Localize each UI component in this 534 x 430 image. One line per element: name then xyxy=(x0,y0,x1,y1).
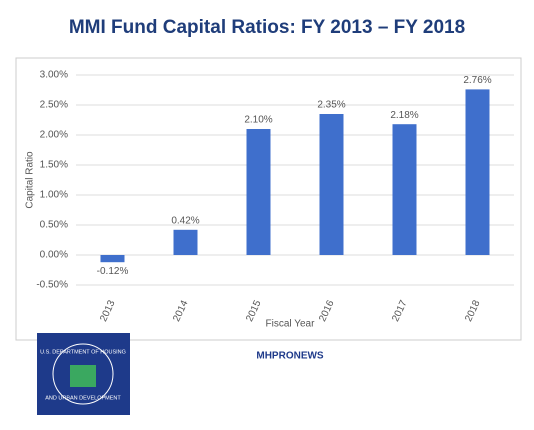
bar xyxy=(319,114,344,255)
y-tick-label: 2.50% xyxy=(40,100,68,111)
chart-frame xyxy=(15,57,522,341)
x-axis-label: Fiscal Year xyxy=(266,319,316,330)
bar xyxy=(100,255,125,263)
hud-logo: U.S. DEPARTMENT OF HOUSING AND URBAN DEV… xyxy=(37,333,130,415)
y-axis-label: Capital Ratio xyxy=(25,151,36,209)
y-tick-label: -0.50% xyxy=(36,280,68,291)
hud-text: AND URBAN DEVELOPMENT xyxy=(45,395,121,401)
value-label: 2.76% xyxy=(463,75,491,86)
bar xyxy=(246,129,271,255)
seal-ring xyxy=(52,343,114,405)
x-tick-label: 2015 xyxy=(244,298,264,323)
y-tick-label: 2.00% xyxy=(40,130,68,141)
x-tick-label: 2014 xyxy=(171,298,191,323)
value-label: 0.42% xyxy=(171,215,199,226)
bar xyxy=(173,229,198,255)
value-label: 2.18% xyxy=(390,110,418,121)
x-tick-label: 2016 xyxy=(317,298,337,323)
hud-text: U.S. DEPARTMENT OF HOUSING xyxy=(40,349,126,355)
bar xyxy=(465,89,490,256)
y-tick-label: 1.50% xyxy=(40,160,68,171)
value-label: -0.12% xyxy=(97,266,129,277)
y-tick-label: 1.00% xyxy=(40,190,68,201)
bar xyxy=(392,124,417,255)
news-logo: MHPRONEWS xyxy=(256,351,324,362)
chart-title: MMI Fund Capital Ratios: FY 2013 – FY 20… xyxy=(69,17,465,38)
y-tick-label: 3.00% xyxy=(40,70,68,81)
y-tick-label: 0.50% xyxy=(40,220,68,231)
x-tick-label: 2013 xyxy=(98,298,118,323)
seal-building xyxy=(70,365,96,387)
x-tick-label: 2017 xyxy=(390,298,410,323)
y-tick-label: 0.00% xyxy=(40,250,68,261)
value-label: 2.35% xyxy=(317,100,345,111)
value-label: 2.10% xyxy=(244,115,272,126)
x-tick-label: 2018 xyxy=(463,298,483,323)
